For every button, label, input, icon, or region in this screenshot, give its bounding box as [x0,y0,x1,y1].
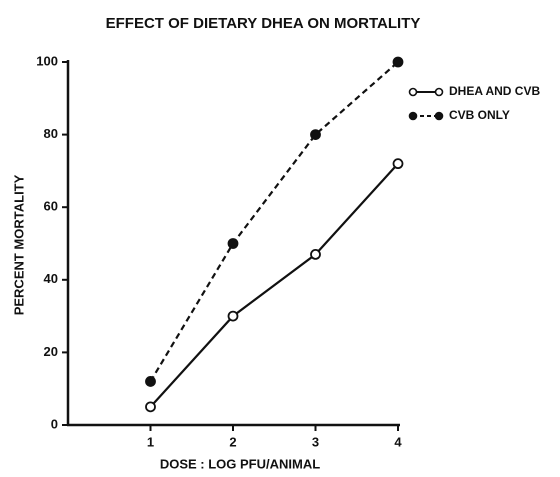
x-tick-label: 3 [312,434,319,449]
series-line [149,162,399,408]
data-point [392,56,404,68]
x-tick-label: 1 [147,434,154,449]
y-tick-label: 60 [44,199,58,214]
legend-label: CVB ONLY [449,108,510,122]
legend-marker [434,111,444,121]
data-point [145,401,156,413]
x-tick-label: 2 [229,434,236,449]
data-point [227,310,239,322]
data-point [310,129,321,141]
data-point [227,238,239,249]
data-point [310,248,321,260]
chart-title: EFFECT OF DIETARY DHEA ON MORTALITY [106,15,421,32]
legend-marker [408,87,418,97]
legend-marker [408,111,418,121]
x-tick-label: 4 [394,434,402,449]
data-point [392,158,404,170]
y-tick-label: 80 [44,126,58,141]
y-tick-label: 40 [44,271,58,286]
y-tick-label: 100 [36,53,58,68]
x-axis-label: DOSE : LOG PFU/ANIMAL [160,456,320,471]
legend-marker [434,87,444,97]
y-axis-label: PERCENT MORTALITY [11,174,26,315]
series-line [149,61,399,383]
legend-label: DHEA AND CVB [449,84,540,98]
data-point [145,376,156,387]
y-tick-label: 0 [51,416,58,431]
y-tick-label: 20 [44,344,58,359]
